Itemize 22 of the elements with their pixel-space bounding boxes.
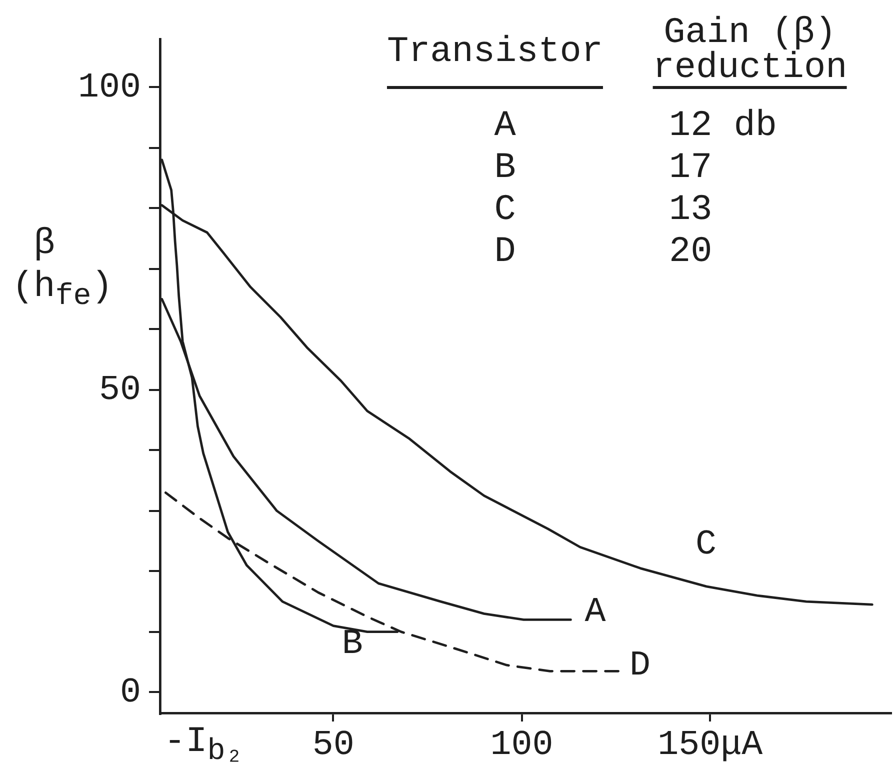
series-label: D [629,645,650,686]
x-tick-label: 100 [490,724,554,765]
y-tick-label: 0 [120,672,141,713]
annotation: 12 db [669,105,778,147]
annotation: A [494,105,516,147]
annotation: B [494,147,516,189]
y-axis-title: β (h$_{fe}$) [12,222,114,316]
series-label: A [584,592,606,632]
annotation: D [494,231,516,273]
annotation: 13 [669,189,712,231]
annotation: C [494,189,516,231]
x-tick-label: 50 [312,724,354,765]
x-tick-label: 150μA [658,724,763,765]
x-axis-title: -I$_{b₂}$ [164,721,244,771]
annotation: Transistor [386,31,604,89]
annotation: 20 [669,231,712,273]
y-tick-label: 100 [78,68,141,108]
annotation: Gain (β) reduction [652,12,848,89]
series-label: B [342,624,363,664]
y-tick-label: 50 [98,370,141,410]
series-label: C [695,524,716,565]
annotation: 17 [669,147,712,189]
